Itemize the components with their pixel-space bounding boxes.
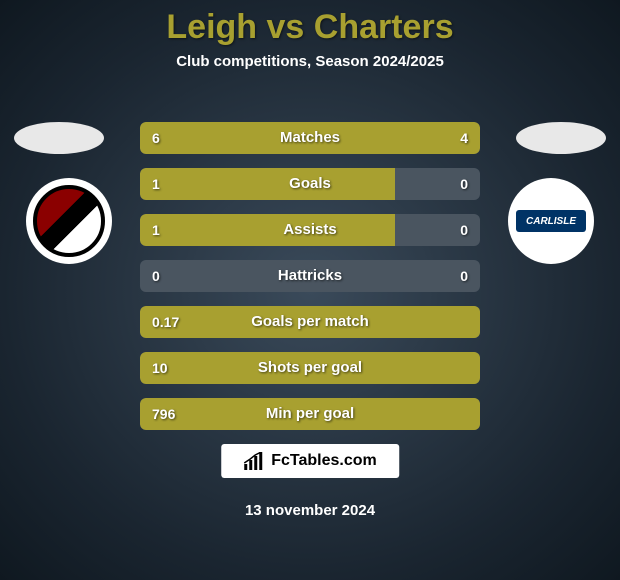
- stat-label: Matches: [140, 122, 480, 154]
- branding-text: FcTables.com: [271, 452, 377, 470]
- stat-row: 6Matches4: [140, 122, 480, 154]
- stat-value-right: 0: [460, 214, 468, 246]
- stat-label: Goals per match: [140, 306, 480, 338]
- date-text: 13 november 2024: [0, 502, 620, 519]
- player-avatar-left: [14, 122, 104, 154]
- stat-value-right: 0: [460, 168, 468, 200]
- bromley-crest: [33, 185, 105, 257]
- stat-label: Shots per goal: [140, 352, 480, 384]
- team-badge-left: [26, 178, 112, 264]
- stat-value-right: 4: [460, 122, 468, 154]
- chart-icon: [243, 452, 265, 470]
- stat-row: 0.17Goals per match: [140, 306, 480, 338]
- branding-badge: FcTables.com: [221, 444, 399, 478]
- stat-row: 796Min per goal: [140, 398, 480, 430]
- stat-label: Min per goal: [140, 398, 480, 430]
- stat-row: 1Assists0: [140, 214, 480, 246]
- page-title: Leigh vs Charters: [0, 0, 620, 47]
- stat-label: Goals: [140, 168, 480, 200]
- stat-row: 0Hattricks0: [140, 260, 480, 292]
- team-badge-right: CARLISLE: [508, 178, 594, 264]
- carlisle-crest: CARLISLE: [516, 210, 586, 232]
- stat-row: 1Goals0: [140, 168, 480, 200]
- stat-value-right: 0: [460, 260, 468, 292]
- player-avatar-right: [516, 122, 606, 154]
- stat-row: 10Shots per goal: [140, 352, 480, 384]
- stats-bars: 6Matches41Goals01Assists00Hattricks00.17…: [140, 122, 480, 444]
- stat-label: Assists: [140, 214, 480, 246]
- stat-label: Hattricks: [140, 260, 480, 292]
- subtitle: Club competitions, Season 2024/2025: [0, 53, 620, 70]
